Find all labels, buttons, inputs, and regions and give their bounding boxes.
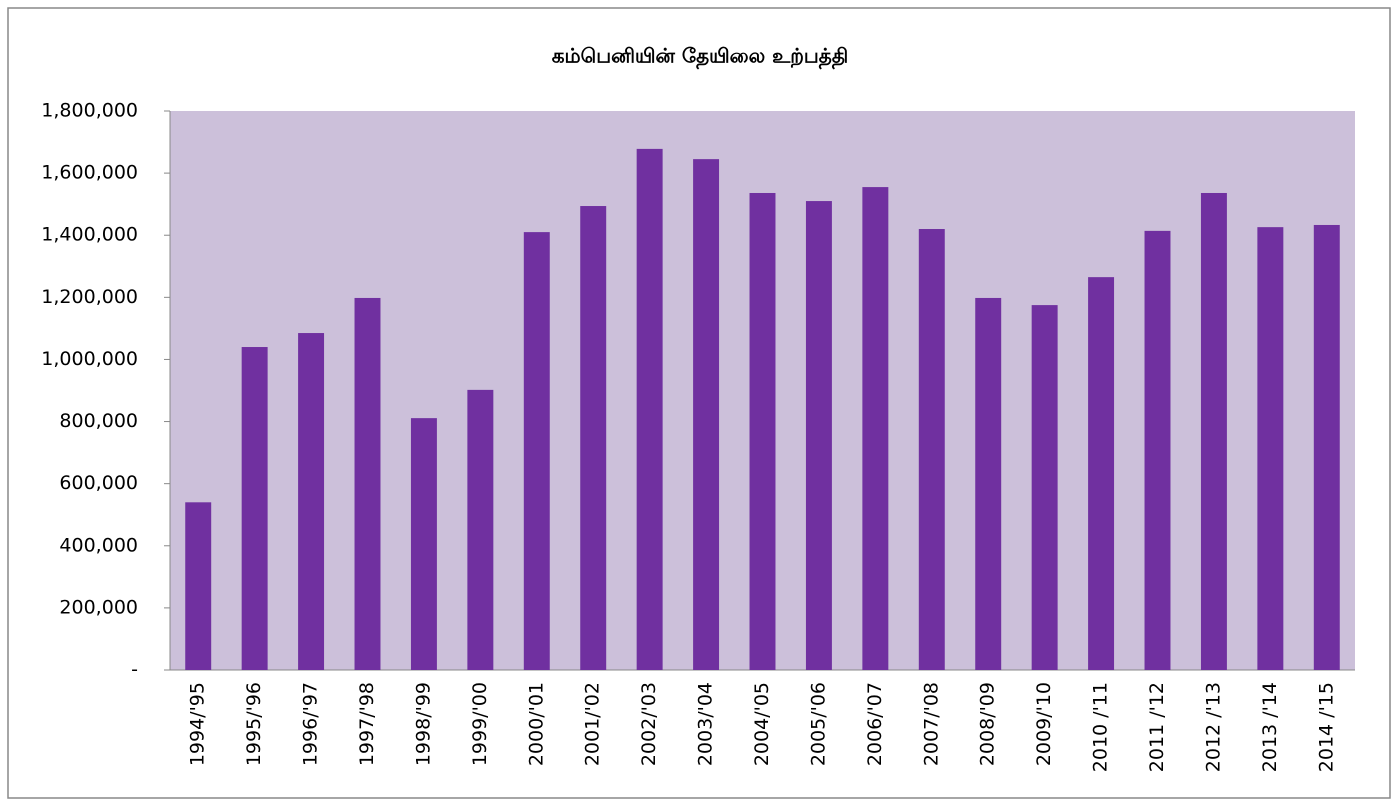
bar bbox=[523, 232, 550, 670]
x-tick-label: 1999/'00 bbox=[469, 682, 491, 766]
y-tick-label: - bbox=[131, 659, 138, 681]
x-tick-label: 2002/'03 bbox=[638, 682, 660, 766]
bar bbox=[1257, 227, 1284, 671]
x-tick-label: 2013 /'14 bbox=[1259, 682, 1281, 772]
chart-title: கம்பெனியின் தேயிலை உற்பத்தி bbox=[552, 44, 848, 70]
y-tick-label: 1,000,000 bbox=[41, 348, 138, 370]
x-tick-label: 2007/'08 bbox=[920, 682, 942, 766]
bar bbox=[918, 229, 945, 670]
x-tick-label: 2001/'02 bbox=[582, 682, 604, 766]
bar bbox=[636, 148, 663, 671]
bar bbox=[298, 333, 325, 670]
x-tick-label: 2000/'01 bbox=[525, 682, 547, 766]
bar bbox=[1144, 230, 1171, 670]
y-tick-label: 200,000 bbox=[59, 596, 138, 618]
y-tick-label: 1,200,000 bbox=[41, 286, 138, 308]
x-tick-label: 2006/'07 bbox=[864, 682, 886, 766]
x-tick-label: 2009/'10 bbox=[1033, 682, 1055, 766]
bar bbox=[410, 418, 437, 670]
bar bbox=[1088, 277, 1115, 670]
x-tick-label: 2014 /'15 bbox=[1315, 682, 1337, 772]
bar bbox=[467, 389, 494, 670]
x-tick-label: 1995/'96 bbox=[243, 682, 265, 766]
x-tick-label: 2012 /'13 bbox=[1202, 682, 1224, 772]
y-tick-label: 1,800,000 bbox=[41, 100, 138, 122]
x-tick-label: 2004/'05 bbox=[751, 682, 773, 766]
bar bbox=[1313, 224, 1340, 671]
y-tick-label: 600,000 bbox=[59, 472, 138, 494]
x-tick-label: 2003/'04 bbox=[695, 682, 717, 766]
bar bbox=[580, 206, 607, 670]
bar bbox=[1200, 192, 1227, 670]
x-tick-label: 2011 /'12 bbox=[1146, 682, 1168, 772]
bar bbox=[749, 192, 776, 670]
bar bbox=[975, 297, 1002, 670]
bar bbox=[805, 201, 832, 671]
bar bbox=[185, 502, 212, 670]
y-tick-label: 1,400,000 bbox=[41, 224, 138, 246]
bar bbox=[693, 159, 720, 670]
y-tick-label: 1,600,000 bbox=[41, 162, 138, 184]
bar bbox=[1031, 305, 1058, 670]
bar bbox=[354, 297, 381, 670]
x-tick-label: 2005/'06 bbox=[807, 682, 829, 766]
y-tick-label: 400,000 bbox=[59, 534, 138, 556]
x-tick-label: 2008/'09 bbox=[977, 682, 999, 766]
x-tick-label: 1997/'98 bbox=[356, 682, 378, 766]
y-tick-label: 800,000 bbox=[59, 410, 138, 432]
x-tick-label: 1998/'99 bbox=[412, 682, 434, 766]
x-tick-label: 2010 /'11 bbox=[1090, 682, 1112, 772]
bar bbox=[862, 187, 889, 670]
bar bbox=[241, 347, 268, 670]
x-tick-label: 1996/'97 bbox=[300, 682, 322, 766]
x-tick-label: 1994/'95 bbox=[187, 682, 209, 766]
